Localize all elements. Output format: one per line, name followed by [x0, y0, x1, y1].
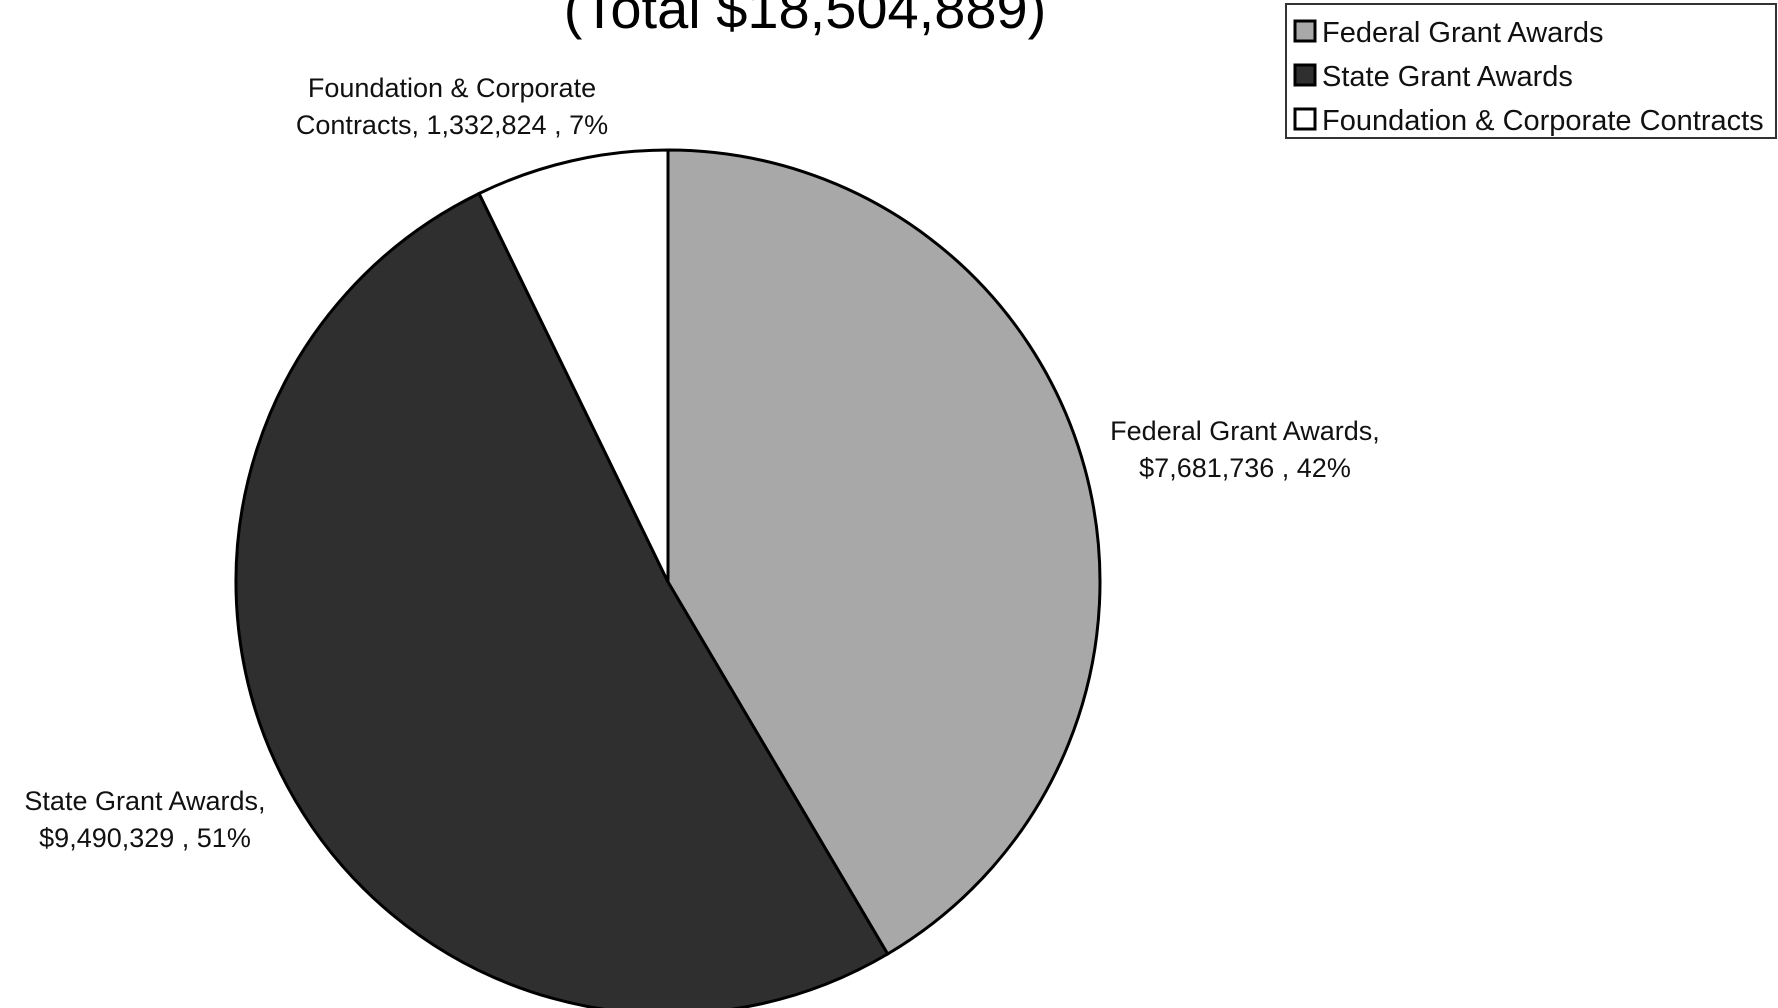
legend-swatch-foundation-and-corporate-contracts	[1293, 107, 1317, 131]
legend: Federal Grant Awards State Grant Awards Fo…	[1285, 3, 1777, 139]
pie-slice-federal-grant-awards	[666, 148, 1102, 957]
legend-swatch-state-grant-awards	[1293, 63, 1317, 87]
legend-label-state-grant-awards: State Grant Awards	[1322, 61, 1573, 93]
legend-swatch-federal-grant-awards	[1293, 19, 1317, 43]
pie-slices	[234, 148, 1102, 1008]
slice-labels: Federal Grant Awards, $7,681,736 , 42% Sta…	[24, 73, 1379, 853]
chart-title: (Total $18,504,889)	[564, 0, 1047, 40]
pie-slice-foundation-and-corporate-contracts	[477, 148, 670, 583]
slice-label-federal-grant-awards: Federal Grant Awards, $7,681,736 , 42%	[1110, 416, 1380, 483]
legend-label-federal-grant-awards: Federal Grant Awards	[1322, 17, 1604, 49]
pie-slice-state-grant-awards	[234, 191, 890, 1008]
legend-box	[1285, 3, 1777, 139]
slice-label-foundation-and-corporate-contracts: Foundation & Corporate Contracts, 1,332,8…	[296, 73, 608, 140]
legend-label-foundation-and-corporate-contracts: Foundation & Corporate Contracts	[1322, 105, 1764, 137]
slice-label-state-grant-awards: State Grant Awards, $9,490,329 , 51%	[24, 786, 265, 853]
